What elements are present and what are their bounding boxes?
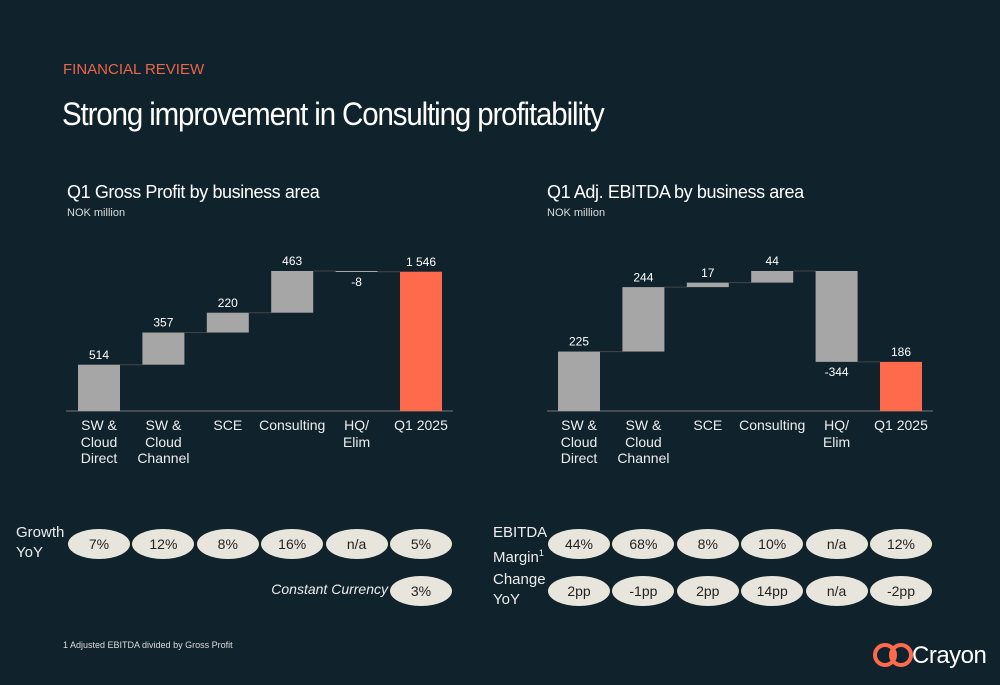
bar — [206, 312, 249, 333]
bar — [335, 271, 378, 272]
x-tick-label: SW & Cloud Direct — [560, 417, 598, 466]
bar — [400, 271, 442, 411]
metric-pill: 8% — [196, 529, 259, 559]
chart-subtitle: NOK million — [67, 207, 126, 219]
x-tick-label: Consulting — [259, 417, 326, 433]
x-tick-label: SW & Cloud Direct — [80, 417, 118, 466]
metric-pill: 2pp — [548, 576, 610, 606]
metric-pill: n/a — [805, 576, 868, 606]
row-label-text: EBITDA Margin — [493, 524, 548, 566]
chart-title: Q1 Adj. EBITDA by business area — [547, 182, 804, 202]
bar — [815, 271, 858, 362]
x-tick-label: Consulting — [739, 417, 806, 433]
x-tick-label: HQ/ Elim — [342, 417, 371, 450]
x-tick-label: SCE — [213, 417, 243, 433]
metric-pill: 2pp — [676, 576, 739, 606]
x-tick-label: SW & Cloud Channel — [617, 417, 670, 466]
logo-text: Crayon — [912, 642, 987, 669]
row-label: EBITDA Margin1 — [493, 523, 547, 568]
metric-pill: n/a — [325, 529, 388, 559]
metric-pill: 3% — [390, 576, 452, 606]
bar — [686, 282, 729, 288]
metric-pill: 44% — [548, 529, 610, 559]
value-label: 44 — [766, 254, 780, 268]
chart-title: Q1 Gross Profit by business area — [67, 182, 320, 202]
value-label: 514 — [89, 348, 109, 362]
value-label: 244 — [633, 270, 653, 284]
value-label: 220 — [218, 296, 238, 310]
chart-subtitle: NOK million — [547, 207, 606, 219]
metric-pill: 8% — [676, 529, 739, 559]
bar — [880, 361, 922, 411]
metric-pill: 12% — [870, 529, 932, 559]
bar — [78, 364, 120, 411]
x-tick-label: SCE — [693, 417, 723, 433]
x-tick-label: Q1 2025 — [874, 417, 928, 433]
value-label: 225 — [569, 335, 589, 349]
bar — [558, 351, 600, 411]
x-tick-label: HQ/ Elim — [822, 417, 851, 450]
x-tick-label: SW & Cloud Channel — [137, 417, 190, 466]
metric-pill: 12% — [132, 529, 195, 559]
row-label-text: Growth YoY — [16, 524, 65, 561]
metric-pill: 16% — [261, 529, 324, 559]
value-label: 1 546 — [406, 255, 436, 269]
row-label: Change YoY — [493, 570, 546, 610]
metric-pill: 14pp — [741, 576, 804, 606]
value-label: 17 — [701, 266, 715, 280]
metric-pill: n/a — [805, 529, 868, 559]
metric-pill: 68% — [612, 529, 675, 559]
bar — [142, 332, 185, 365]
value-label: 357 — [153, 316, 173, 330]
metric-pill: 10% — [741, 529, 804, 559]
bar — [622, 287, 665, 352]
bar — [751, 271, 794, 283]
metric-pill: -1pp — [612, 576, 675, 606]
footnote-mark: 1 — [538, 548, 544, 558]
kicker: FINANCIAL REVIEW — [63, 61, 205, 78]
note-label: Constant Currency — [271, 581, 388, 597]
bar — [271, 271, 314, 313]
metric-pill: 5% — [390, 529, 452, 559]
value-label: 186 — [891, 345, 911, 359]
value-label: -8 — [351, 275, 362, 289]
metric-pill: 7% — [68, 529, 130, 559]
slide-title: Strong improvement in Consulting profita… — [62, 96, 605, 132]
x-tick-label: Q1 2025 — [394, 417, 448, 433]
row-label-text: Change YoY — [493, 571, 546, 608]
logo-icon — [873, 643, 913, 667]
value-label: -344 — [825, 365, 849, 379]
footnote: 1 Adjusted EBITDA divided by Gross Profi… — [63, 640, 233, 650]
metric-pill: -2pp — [870, 576, 932, 606]
row-label: Growth YoY — [16, 523, 64, 563]
value-label: 463 — [282, 254, 302, 268]
